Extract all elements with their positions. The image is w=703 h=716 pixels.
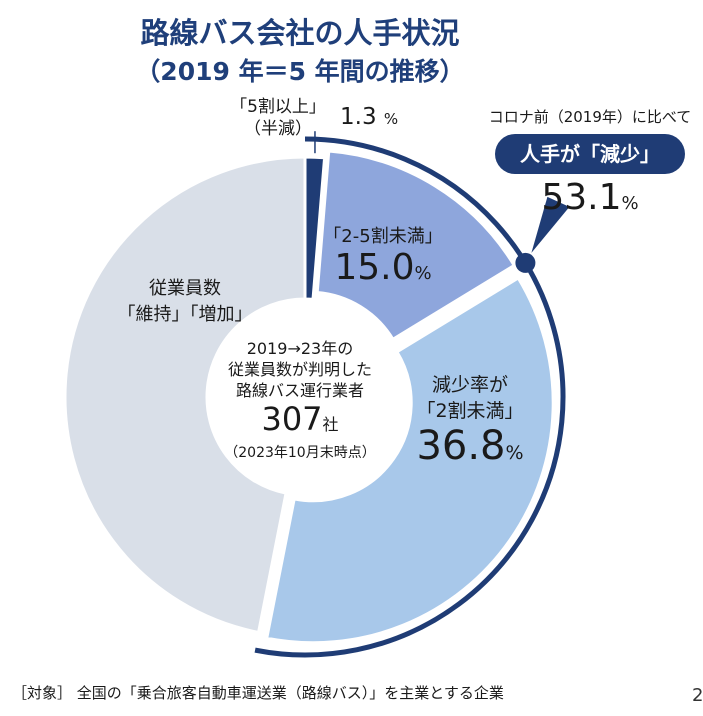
donut-slice-1 [315, 149, 517, 342]
center-count-unit: 社 [322, 415, 339, 434]
slice-value-under-20-number: 36.8 [416, 423, 506, 469]
slice-value-under-20: 36.8% [400, 424, 540, 475]
decrease-bracket-arc [254, 136, 566, 658]
slice-label-over-half-line1: 「5割以上」 [230, 97, 326, 117]
center-count-number: 307 [261, 400, 323, 438]
callout-value-number: 53.1 [541, 177, 622, 218]
slice-label-maintain: 従業員数 「維持」「増加」 [100, 276, 270, 328]
slice-label-over-half: 「5割以上」 （半減） [228, 96, 328, 140]
callout-value-unit: % [621, 193, 639, 214]
footnote: ［対象］ 全国の「乗合旅客自動車運送業（路線バス）」を主業とする企業 [12, 684, 504, 702]
slice-value-over-half: 1.3 % [340, 104, 398, 130]
slice-value-over-half-number: 1.3 [340, 104, 377, 130]
donut-center [209, 301, 401, 493]
callout-pointer [531, 196, 570, 253]
center-label: 2019→23年の 従業員数が判明した 路線バス運行業者 307社 （2023年… [205, 338, 395, 464]
callout-caption: コロナ前（2019年）に比べて [488, 108, 692, 126]
donut-slice-3 [63, 155, 307, 635]
slice-label-maintain-line1: 従業員数 [149, 278, 221, 299]
slice-value-under-20-unit: % [505, 442, 524, 464]
center-line1: 2019→23年の [246, 339, 354, 358]
center-line3: 路線バス運行業者 [235, 381, 364, 400]
callout-badge: 人手が「減少」 [495, 134, 685, 174]
slice-label-under-20: 減少率が 「2割未満」 [405, 372, 535, 424]
slice-value-2-5: 15.0% [318, 248, 448, 294]
center-count: 307社 [205, 401, 395, 443]
donut-slice-2 [264, 275, 555, 645]
slice-label-maintain-line2: 「維持」「増加」 [117, 304, 253, 325]
center-note: （2023年10月末時点） [224, 445, 376, 461]
chart-title: 路線バス会社の人手状況 [140, 16, 460, 50]
slice-label-2-5: 「2-5割未満」 [323, 226, 443, 247]
slice-label-over-half-line2: （半減） [244, 119, 312, 139]
slice-value-2-5-unit: % [414, 263, 432, 284]
slice-value-over-half-unit: % [383, 110, 399, 128]
callout-marker-dot [515, 252, 536, 273]
page-number: 2 [692, 685, 703, 706]
callout-value: 53.1% [520, 178, 660, 224]
slice-label-under-20-line2: 「2割未満」 [416, 400, 524, 422]
center-line2: 従業員数が判明した [227, 360, 372, 379]
chart-subtitle: （2019 年＝5 年間の推移） [135, 57, 465, 86]
slice-value-2-5-number: 15.0 [334, 247, 415, 288]
slice-label-under-20-line1: 減少率が [431, 374, 508, 396]
